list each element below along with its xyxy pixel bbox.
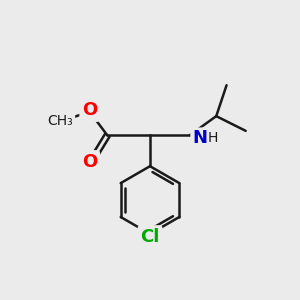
Text: O: O <box>82 101 97 119</box>
Text: CH₃: CH₃ <box>47 114 73 128</box>
Text: Cl: Cl <box>140 228 160 246</box>
Text: N: N <box>192 129 207 147</box>
Text: H: H <box>208 131 218 145</box>
Text: O: O <box>82 153 97 171</box>
